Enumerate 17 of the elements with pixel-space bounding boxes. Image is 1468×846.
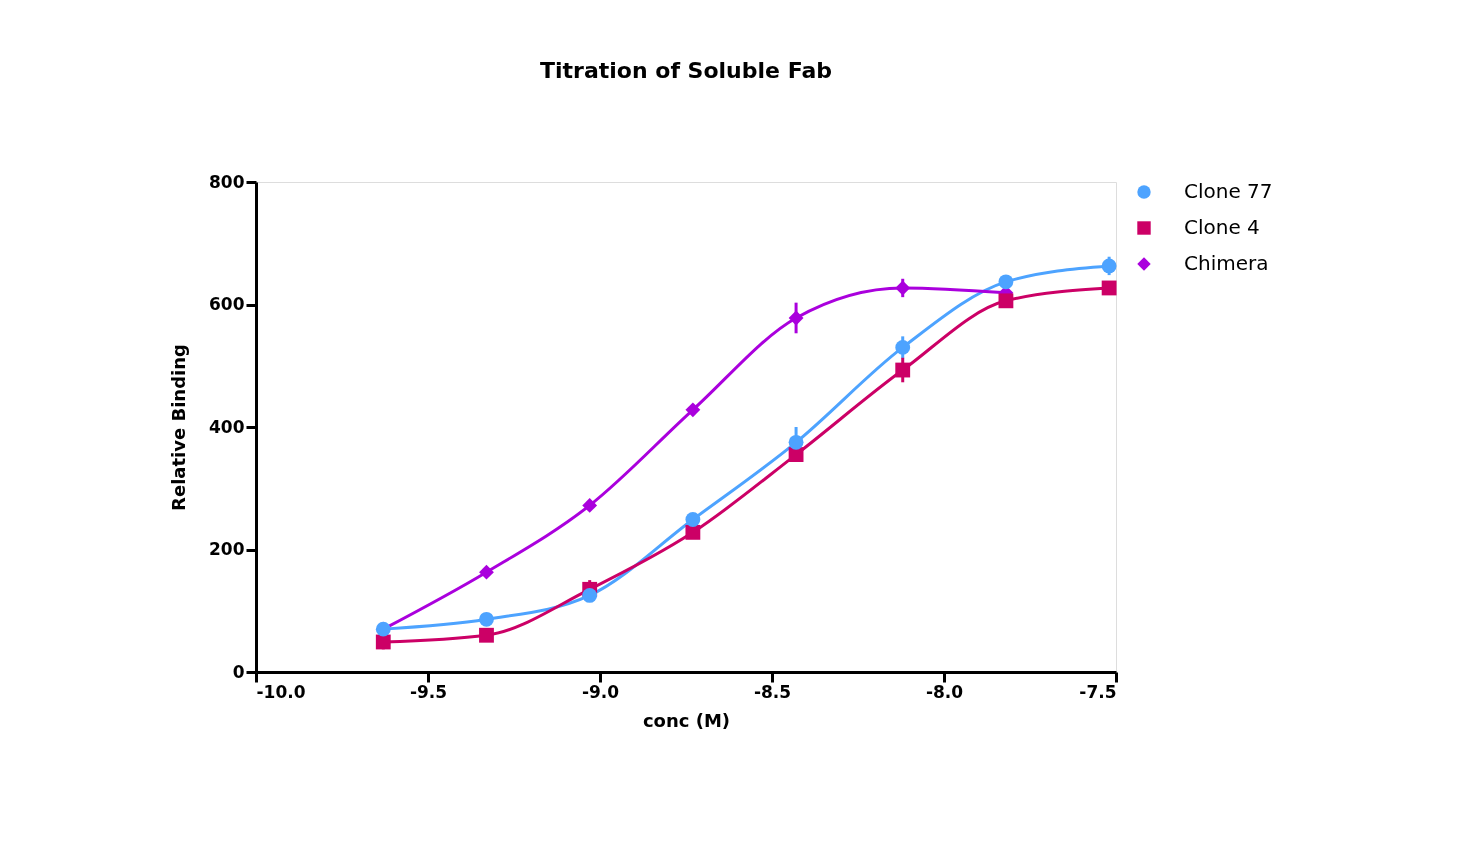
y-tick-label: 200 <box>209 539 245 559</box>
x-axis-title: conc (M) <box>642 709 731 731</box>
x-tick-label: -8.5 <box>753 681 792 702</box>
legend-label: Clone 77 <box>1184 179 1273 203</box>
y-tick-label: 800 <box>209 171 245 192</box>
x-tick-label: -9.0 <box>581 681 620 702</box>
x-tick-label: -7.5 <box>1079 681 1117 702</box>
x-tick-label: -9.5 <box>409 681 448 702</box>
y-tick-label: 0 <box>232 661 245 682</box>
legend-label: Clone 4 <box>1184 215 1260 239</box>
y-axis-title: Relative Binding <box>168 344 190 511</box>
legend-label: Chimera <box>1184 251 1269 275</box>
y-tick-label: 400 <box>209 416 245 437</box>
chart-title: Titration of Soluble Fab <box>540 58 832 83</box>
y-tick-label: 600 <box>209 294 245 314</box>
x-tick-label: -10.0 <box>256 681 306 702</box>
x-tick-label: -8.0 <box>925 681 964 702</box>
